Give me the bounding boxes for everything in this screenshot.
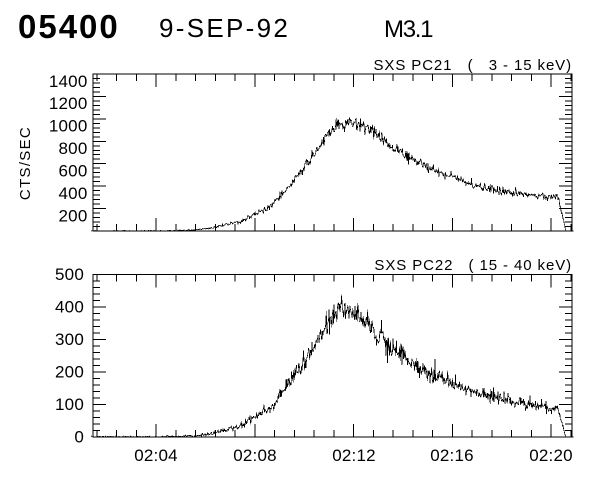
svg-text:600: 600 [59, 162, 88, 181]
svg-text:1000: 1000 [49, 117, 88, 136]
svg-text:05400: 05400 [18, 8, 120, 45]
svg-text:200: 200 [55, 362, 84, 381]
svg-text:02:08: 02:08 [233, 446, 277, 465]
svg-text:1400: 1400 [49, 72, 88, 91]
svg-text:500: 500 [55, 265, 84, 284]
svg-text:02:04: 02:04 [134, 446, 178, 465]
svg-text:0: 0 [74, 427, 84, 446]
svg-text:02:16: 02:16 [430, 446, 474, 465]
svg-text:CTS/SEC: CTS/SEC [17, 126, 34, 200]
svg-text:100: 100 [55, 395, 84, 414]
svg-text:1200: 1200 [49, 94, 88, 113]
svg-text:02:12: 02:12 [332, 446, 376, 465]
svg-text:SXS PC22 ( 15 - 40 keV): SXS PC22 ( 15 - 40 keV) [374, 257, 572, 274]
svg-text:800: 800 [59, 139, 88, 158]
svg-text:300: 300 [55, 330, 84, 349]
svg-text:02:20: 02:20 [529, 446, 573, 465]
svg-text:M3.1: M3.1 [384, 16, 433, 43]
svg-text:9-SEP-92: 9-SEP-92 [159, 13, 290, 43]
svg-text:400: 400 [55, 297, 84, 316]
svg-text:200: 200 [59, 206, 88, 225]
svg-text:400: 400 [59, 184, 88, 203]
svg-text:SXS PC21 ( 3 - 15 keV): SXS PC21 ( 3 - 15 keV) [374, 57, 572, 74]
